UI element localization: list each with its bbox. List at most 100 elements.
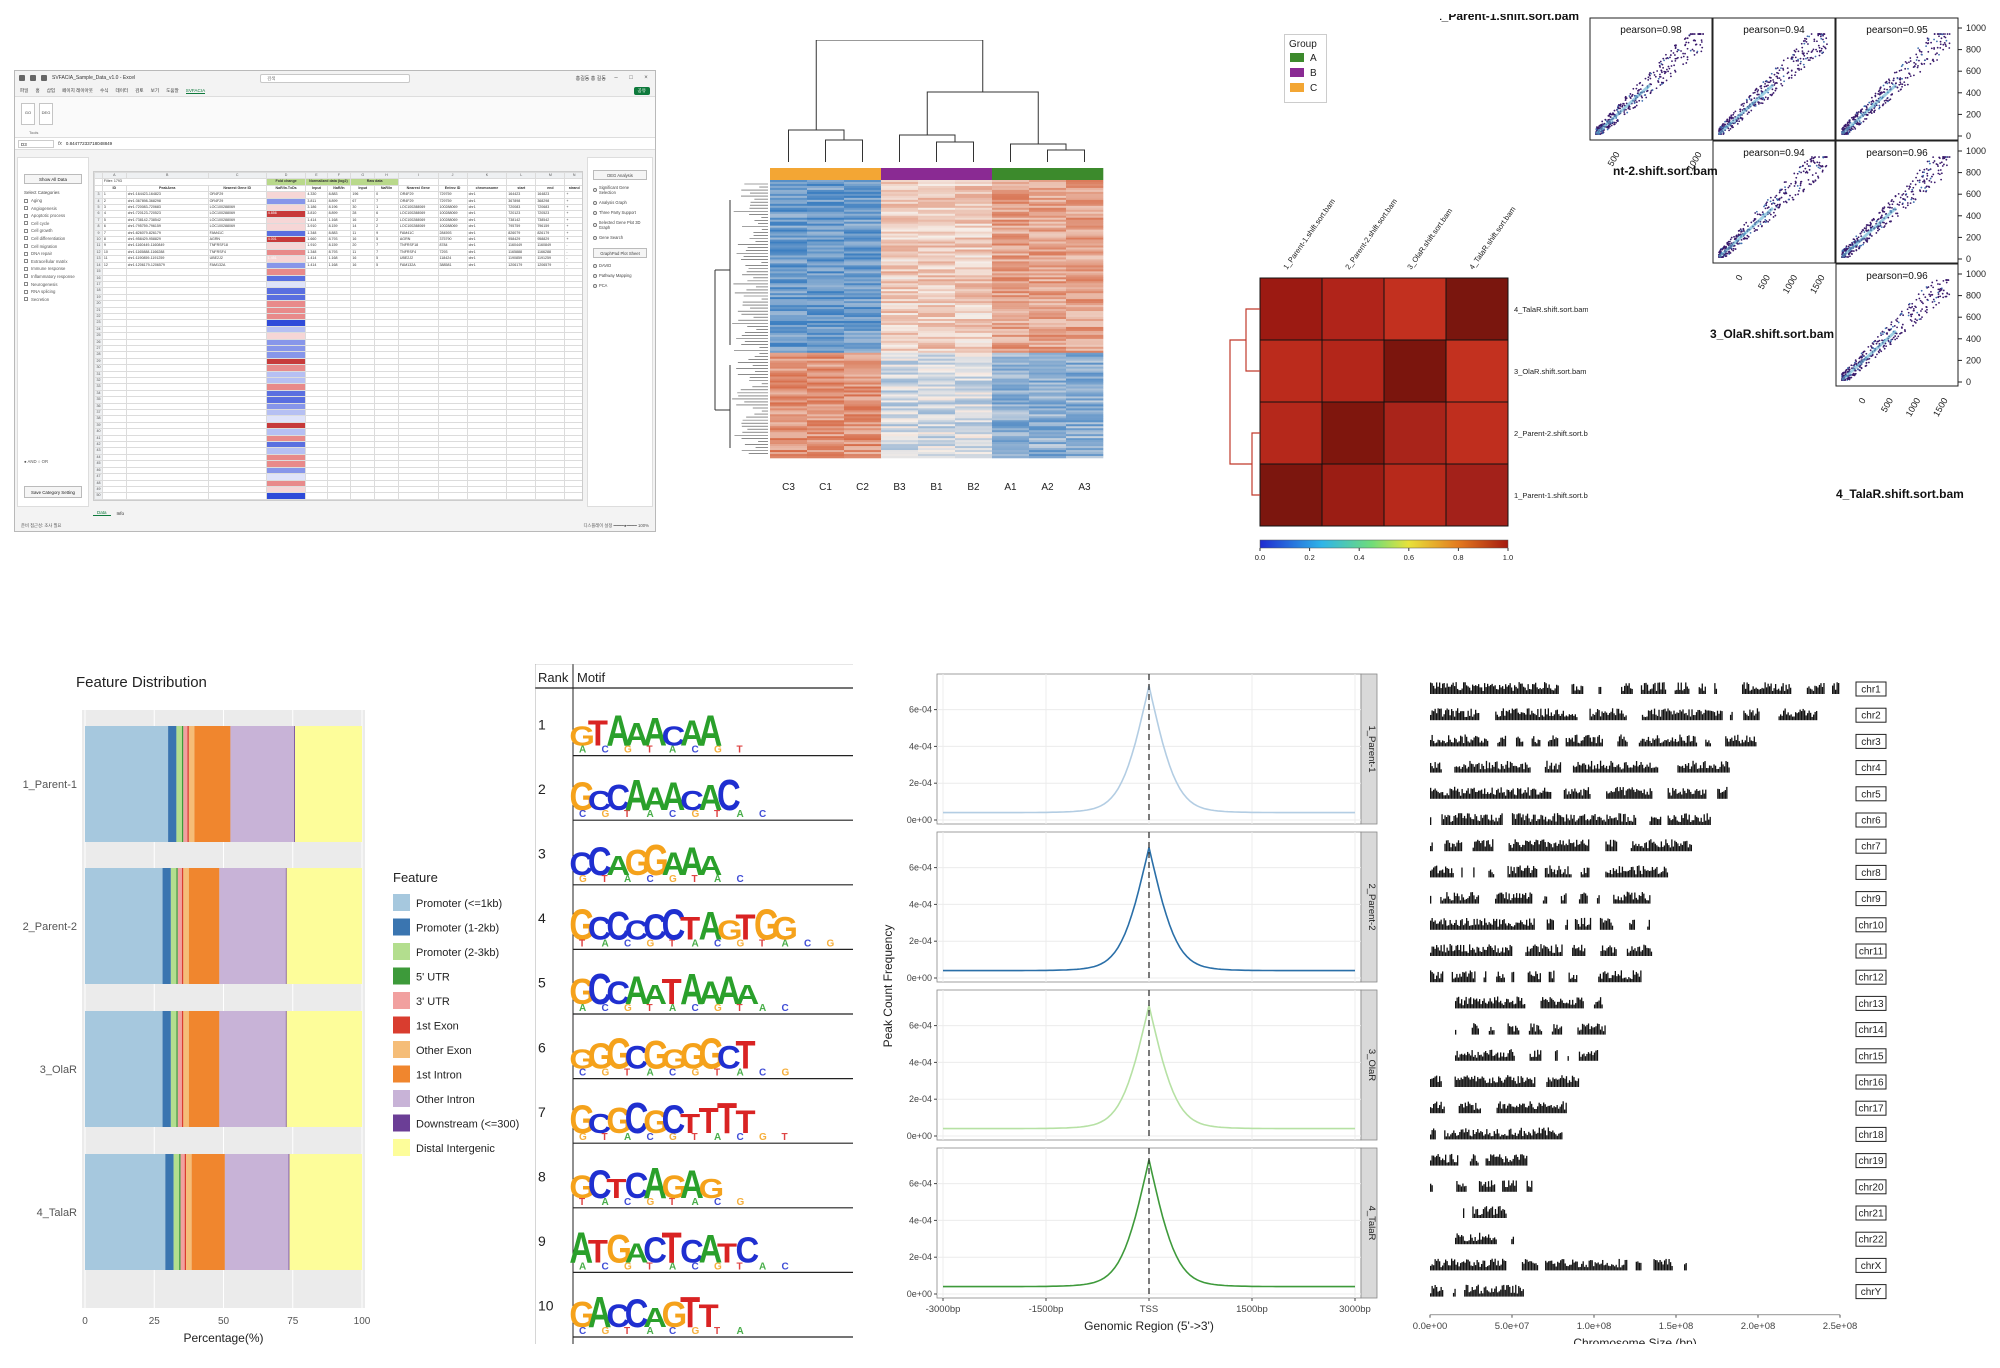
- table-cell[interactable]: +: [564, 191, 582, 199]
- table-cell[interactable]: 1.348: [305, 229, 328, 238]
- table-cell[interactable]: [265, 492, 307, 500]
- show-all-data-button[interactable]: Show All Data: [24, 174, 82, 184]
- category-checkbox[interactable]: Cell differentiation: [24, 236, 82, 241]
- table-cell[interactable]: 3.810: [305, 210, 328, 218]
- table-cell[interactable]: 1.414: [305, 216, 328, 225]
- table-row[interactable]: 30: [94, 364, 582, 372]
- save-icon[interactable]: [19, 75, 25, 81]
- table-row[interactable]: 12 10 chr1:1165888-1166288 TNFRSF4 1.348 8.79…: [94, 248, 582, 257]
- field-header[interactable]: Input: [305, 184, 328, 193]
- fx-icon[interactable]: fx: [58, 140, 62, 147]
- sheet-tab-info[interactable]: Info: [116, 510, 125, 516]
- column-letter[interactable]: N: [564, 172, 582, 180]
- column-letter[interactable]: F: [326, 172, 352, 180]
- table-row[interactable]: 48: [94, 479, 582, 487]
- table-cell[interactable]: 100288069: [437, 216, 468, 225]
- analysis-option[interactable]: Three Party Support: [593, 210, 647, 215]
- table-cell[interactable]: +: [564, 236, 582, 244]
- save-category-button[interactable]: Save Category Setting: [24, 486, 82, 498]
- table-row[interactable]: 4 2 chr1:367898-368298 OR4F29 3.811 8.899 67 7 O…: [94, 197, 582, 206]
- field-header[interactable]: Entrez ID: [437, 184, 468, 193]
- table-cell[interactable]: 729759: [437, 191, 468, 199]
- table-cell[interactable]: 729759: [437, 197, 468, 206]
- table-cell[interactable]: +: [564, 203, 582, 212]
- table-cell[interactable]: 14: [350, 223, 376, 231]
- table-cell[interactable]: [101, 492, 127, 500]
- table-cell[interactable]: 1166288: [535, 248, 566, 257]
- table-row[interactable]: 21: [94, 306, 582, 314]
- table-cell[interactable]: 16: [350, 216, 376, 225]
- table-row[interactable]: 16: [94, 274, 582, 282]
- column-letter[interactable]: G: [350, 172, 376, 180]
- analysis-option[interactable]: DAVID: [593, 263, 647, 268]
- graphpad-button[interactable]: GraphPad Plot Sheet: [593, 248, 647, 258]
- table-cell[interactable]: OR4F29: [207, 197, 267, 206]
- and-or-radio[interactable]: ● AND ○ OR: [24, 459, 49, 464]
- table-cell[interactable]: [506, 492, 537, 500]
- category-checkbox[interactable]: Cell migration: [24, 244, 82, 249]
- table-row[interactable]: 46: [94, 466, 582, 475]
- table-cell[interactable]: 795759: [506, 223, 537, 231]
- table-cell[interactable]: 1.910: [305, 242, 328, 250]
- category-checkbox[interactable]: Cell cycle: [24, 221, 82, 226]
- menu-item-8[interactable]: 도움말: [166, 87, 179, 93]
- table-row[interactable]: 24: [94, 325, 582, 334]
- table-cell[interactable]: FAM41C: [207, 229, 267, 238]
- field-header[interactable]: NaR/In: [326, 184, 352, 193]
- table-row[interactable]: 29: [94, 357, 582, 366]
- table-cell[interactable]: 720123: [506, 210, 537, 218]
- table-cell[interactable]: 1.168: [326, 216, 352, 225]
- table-row[interactable]: 11 9 chr1:1160449-1160849 TNFRSF18 1.910 8.15…: [94, 242, 582, 250]
- table-cell[interactable]: LOC100288069: [207, 210, 267, 218]
- table-cell[interactable]: [397, 492, 439, 500]
- column-letter[interactable]: M: [535, 172, 566, 180]
- table-cell[interactable]: 28: [350, 210, 376, 218]
- table-cell[interactable]: 7293: [437, 248, 468, 257]
- spreadsheet-grid[interactable]: A B C D E F G H I J K L M N Filter: 1793 Fold change Nor…: [93, 171, 583, 501]
- table-cell[interactable]: 8.793: [326, 248, 352, 257]
- field-header[interactable]: Nearest Gene ID: [207, 184, 267, 193]
- table-cell[interactable]: 16: [350, 236, 376, 244]
- table-cell[interactable]: 1.660: [305, 236, 328, 244]
- table-cell[interactable]: 1160849: [535, 242, 566, 250]
- analysis-option[interactable]: Gene Search: [593, 235, 647, 240]
- table-cell[interactable]: 1206579: [535, 261, 566, 270]
- redo-icon[interactable]: [41, 75, 47, 81]
- table-cell[interactable]: 720683: [535, 203, 566, 212]
- analysis-option[interactable]: Selected Gene Plot 3D Graph: [593, 220, 647, 230]
- table-row[interactable]: 9 7 chr1:826079-826179 FAM41C 1.348 8.883 11 9 F…: [94, 229, 582, 238]
- row-number[interactable]: 50: [94, 492, 103, 500]
- analysis-option[interactable]: Pathway Mapping: [593, 273, 647, 278]
- table-row[interactable]: 19: [94, 293, 582, 302]
- table-cell[interactable]: [564, 492, 582, 500]
- table-cell[interactable]: 8.899: [326, 197, 352, 206]
- search-input[interactable]: 검색: [260, 73, 411, 83]
- table-row[interactable]: 28: [94, 351, 582, 359]
- table-cell[interactable]: -: [564, 242, 582, 250]
- table-row[interactable]: 25: [94, 332, 582, 340]
- minimize-icon[interactable]: –: [614, 75, 618, 81]
- column-letter[interactable]: E: [305, 172, 328, 180]
- table-row[interactable]: 33: [94, 383, 582, 391]
- table-cell[interactable]: 958829: [535, 236, 566, 244]
- table-cell[interactable]: 368298: [535, 197, 566, 206]
- table-cell[interactable]: [125, 492, 209, 500]
- menu-item-2[interactable]: 삽입: [46, 87, 56, 93]
- table-row[interactable]: 6 4 chr1:720123-720523 LOC100288069 4.856 3.8…: [94, 210, 582, 218]
- table-row[interactable]: 40: [94, 428, 582, 436]
- table-cell[interactable]: 720523: [535, 210, 566, 218]
- table-cell[interactable]: 720083: [506, 203, 537, 212]
- table-row[interactable]: 5 3 chr1:720083-720683 LOC100288069 3.186 8.1…: [94, 203, 582, 212]
- table-cell[interactable]: 284593: [437, 229, 468, 238]
- menu-item-6[interactable]: 검토: [135, 87, 144, 93]
- field-header[interactable]: start: [506, 184, 537, 193]
- table-cell[interactable]: 11: [350, 248, 376, 257]
- table-row[interactable]: 8 6 chr1:795759-796159 LOC100288069 3.910 8.1…: [94, 223, 582, 231]
- table-cell[interactable]: 796159: [535, 223, 566, 231]
- table-cell[interactable]: 826179: [535, 229, 566, 238]
- table-cell[interactable]: [437, 492, 468, 500]
- table-row[interactable]: 50: [94, 492, 582, 500]
- table-cell[interactable]: 4.330: [305, 191, 328, 199]
- table-cell[interactable]: 1206179: [506, 261, 537, 270]
- table-cell[interactable]: 1.348: [305, 248, 328, 257]
